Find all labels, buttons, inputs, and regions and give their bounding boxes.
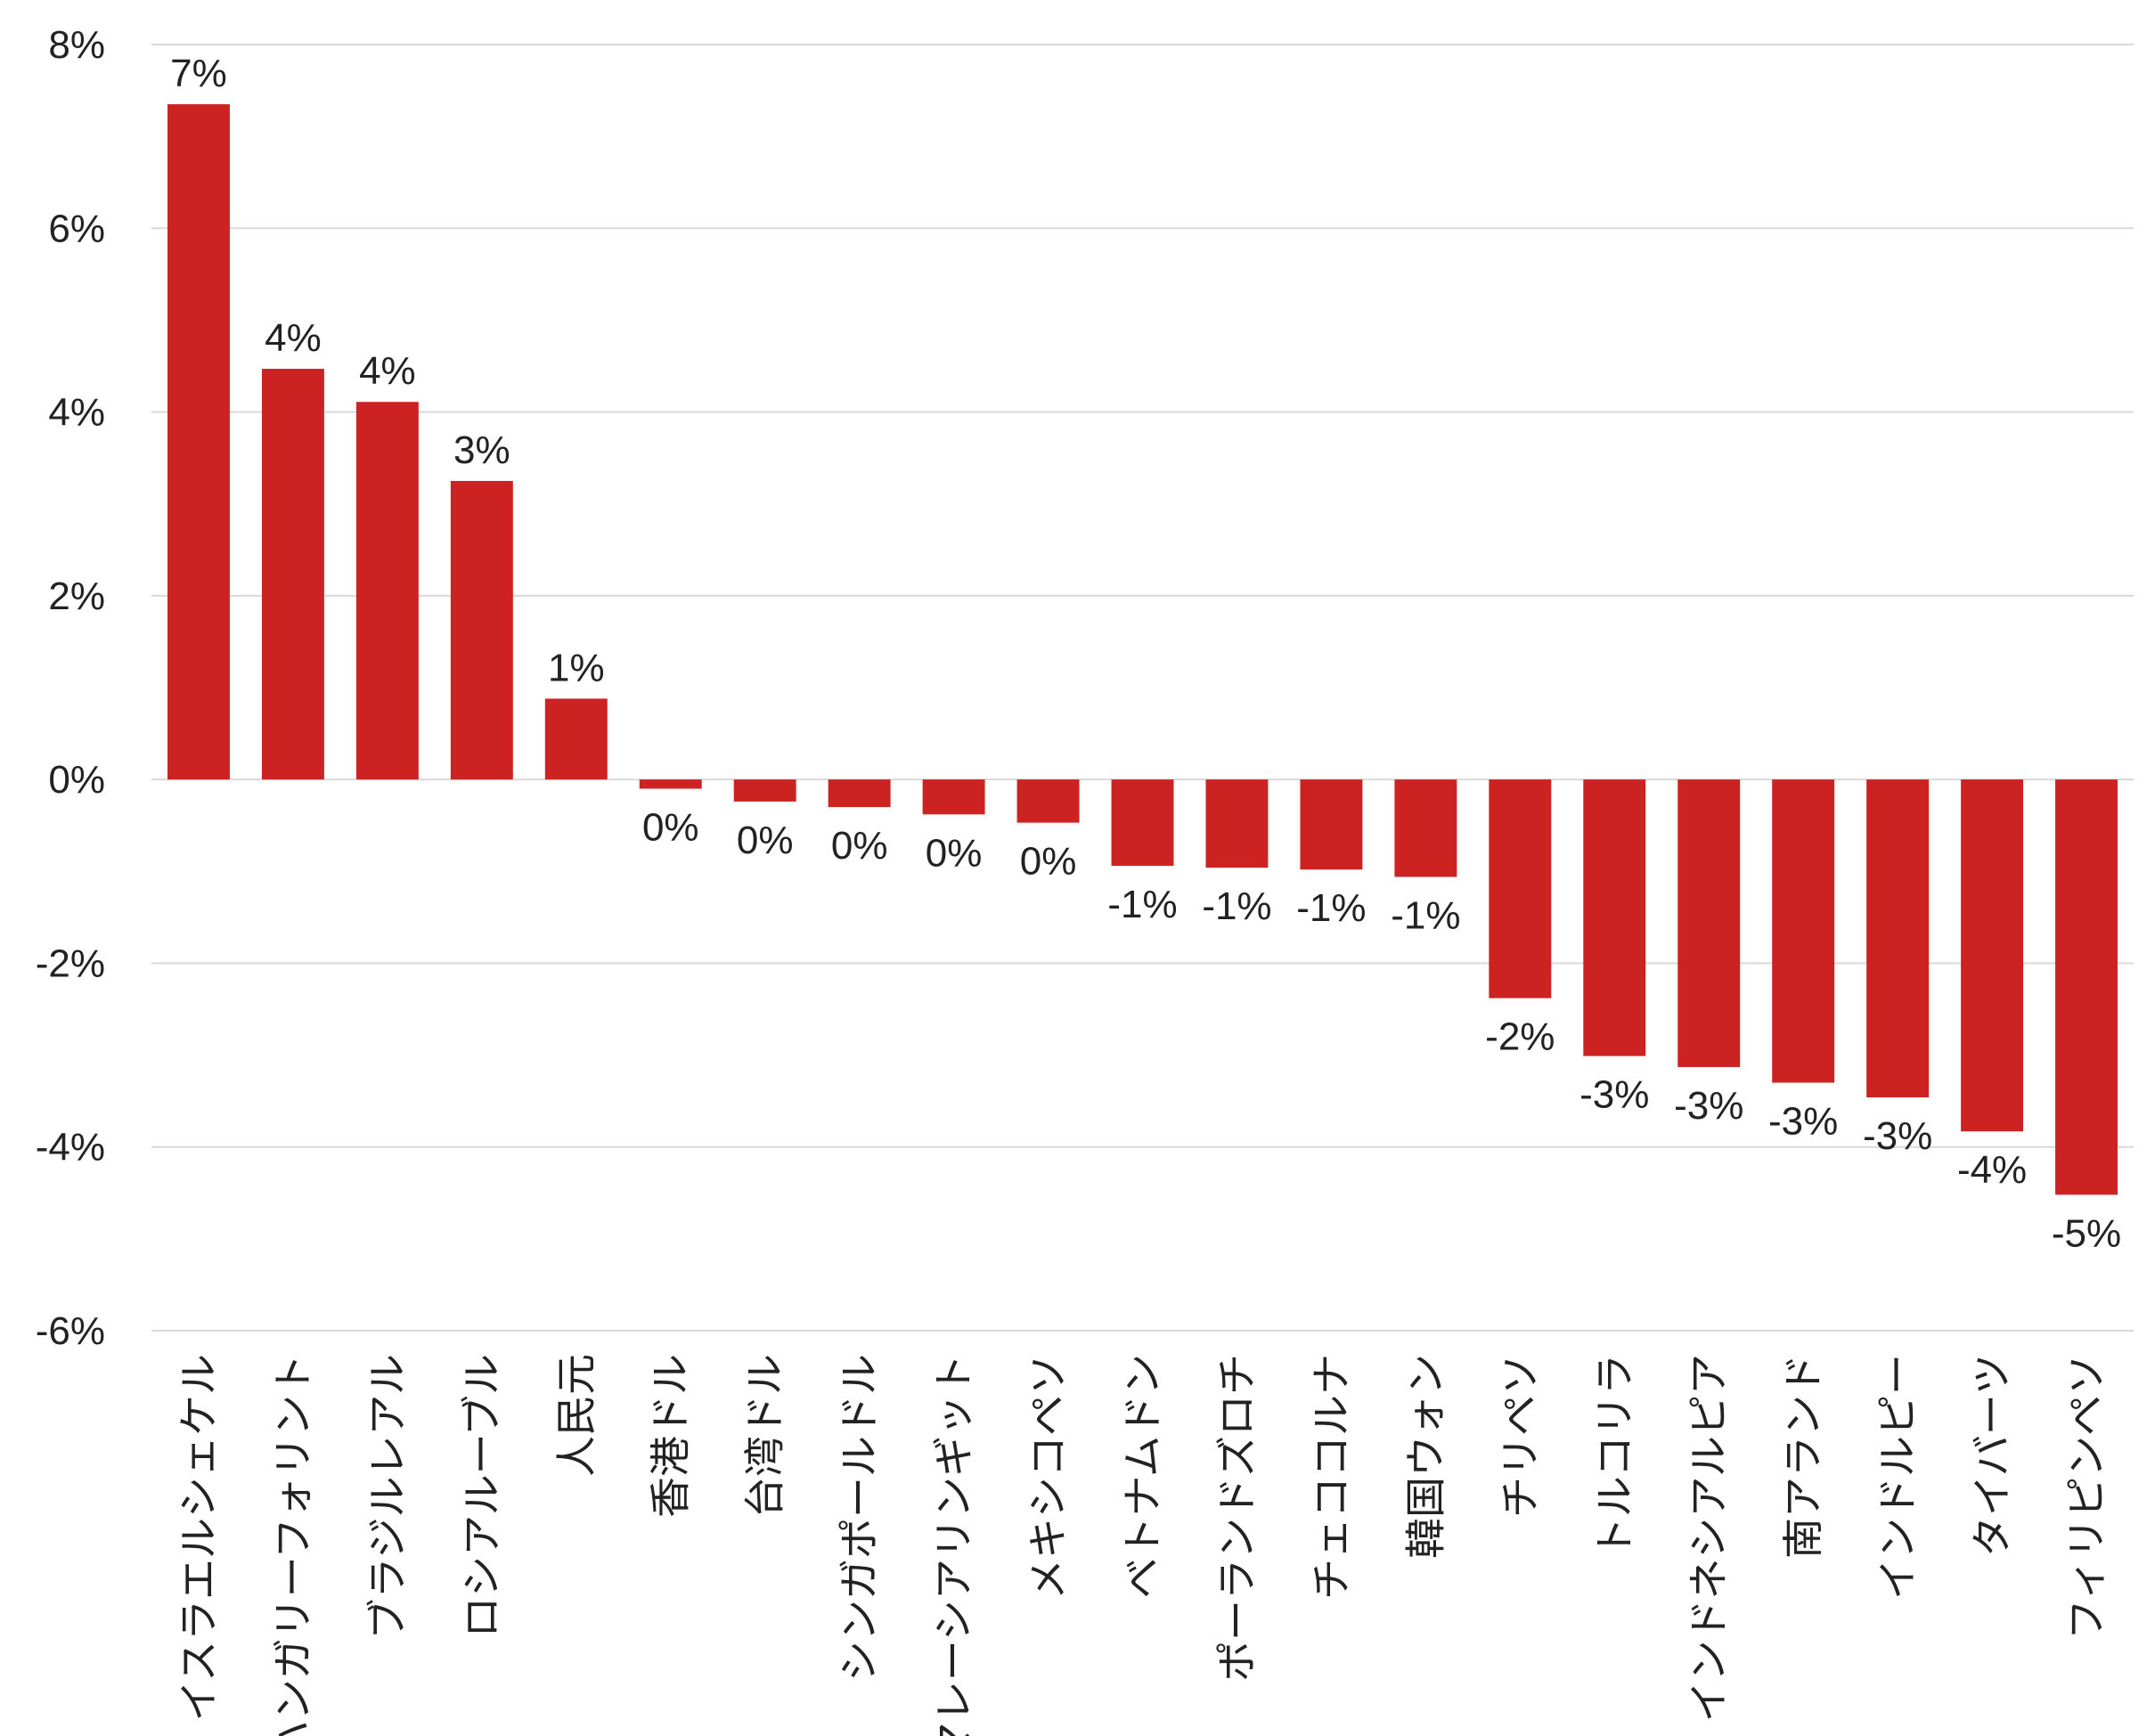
bar	[2055, 779, 2118, 1195]
bar	[1961, 779, 2024, 1132]
data-label: -1%	[1296, 886, 1366, 930]
data-label: -3%	[1768, 1100, 1838, 1144]
bar	[1016, 779, 1080, 823]
data-label: 0%	[926, 831, 983, 875]
bar	[355, 402, 419, 780]
category-labels: イスラエルシェケル ハンガリーフォリント ブラジルレアル ロシアルーブル 人民元 香港ドル…	[175, 1354, 2110, 1736]
bar	[1111, 779, 1174, 867]
data-label: 0%	[1020, 840, 1077, 884]
y-tick-label: -6%	[36, 1309, 105, 1353]
category-label: ベトナムドン	[1119, 1354, 1167, 1599]
data-label: -1%	[1391, 893, 1460, 937]
bar	[1489, 779, 1552, 998]
y-axis-tick-labels: 8% 6% 4% 2% 0% -2% -4% -6%	[36, 23, 105, 1353]
category-label: ハンガリーフォリント	[269, 1354, 317, 1736]
bar	[261, 369, 324, 780]
y-tick-label: 6%	[48, 207, 105, 250]
bar	[167, 104, 230, 780]
bar	[922, 779, 985, 815]
bar	[828, 779, 891, 808]
data-label: 0%	[737, 819, 794, 862]
category-label: 韓国ウォン	[1401, 1354, 1449, 1559]
category-label: マレーシアリンギット	[930, 1354, 978, 1736]
category-label: フィリピンペソ	[2062, 1354, 2110, 1640]
category-label: チェココルナ	[1307, 1354, 1355, 1600]
data-label: -2%	[1485, 1015, 1555, 1059]
data-label: -1%	[1202, 884, 1271, 928]
category-label: メキシコペソ	[1024, 1354, 1073, 1600]
category-label: ブラジルレアル	[363, 1354, 412, 1640]
bars	[167, 104, 2118, 1195]
data-label: -3%	[1580, 1073, 1649, 1117]
bar	[1772, 779, 1835, 1083]
y-tick-label: 2%	[48, 575, 105, 618]
category-label: インドルピー	[1873, 1354, 1922, 1600]
bar	[1677, 779, 1741, 1067]
category-label: 人民元	[552, 1354, 600, 1477]
category-label: 台湾ドル	[741, 1354, 789, 1518]
data-label: -5%	[2052, 1211, 2121, 1255]
bar	[1205, 779, 1269, 868]
data-label: -3%	[1674, 1084, 1743, 1128]
category-label: タイバーツ	[1968, 1354, 2016, 1557]
bar	[639, 779, 702, 789]
data-label: 4%	[265, 316, 322, 360]
data-label: -4%	[1957, 1148, 2027, 1192]
bar	[544, 698, 608, 780]
data-label: 0%	[642, 805, 699, 849]
category-label: シンガポールドル	[836, 1354, 884, 1682]
data-label: 3%	[453, 428, 510, 472]
category-label: ロシアルーブル	[458, 1354, 506, 1638]
bar	[1866, 779, 1930, 1098]
data-label: -3%	[1863, 1114, 1932, 1158]
data-label: 0%	[831, 824, 888, 868]
bar	[1583, 779, 1646, 1056]
y-tick-label: 8%	[48, 23, 105, 67]
category-label: イスラエルシェケル	[175, 1354, 223, 1722]
y-tick-label: 0%	[48, 758, 105, 802]
category-label: インドネシアルピア	[1685, 1354, 1733, 1723]
bar	[450, 480, 513, 780]
category-label: 香港ドル	[647, 1354, 695, 1518]
category-label: トルコリラ	[1590, 1354, 1638, 1558]
bar	[733, 779, 796, 802]
bar	[1394, 779, 1457, 877]
category-label: チリペソ	[1496, 1354, 1544, 1518]
y-tick-label: -4%	[36, 1126, 105, 1170]
data-label: -1%	[1107, 883, 1177, 926]
bar	[1300, 779, 1363, 870]
data-label: 1%	[548, 646, 605, 689]
y-tick-label: 4%	[48, 391, 105, 435]
category-label: 南アランド	[1779, 1354, 1827, 1559]
category-label: ポーランドズロチ	[1212, 1354, 1261, 1682]
data-label: 4%	[359, 349, 416, 393]
y-tick-label: -2%	[36, 941, 105, 985]
data-label: 7%	[170, 52, 227, 95]
data-labels: 7% 4% 4% 3% 1% 0% 0% 0% 0% 0% -1% -1% -1% -1% -2% -3% -3…	[170, 52, 2121, 1255]
